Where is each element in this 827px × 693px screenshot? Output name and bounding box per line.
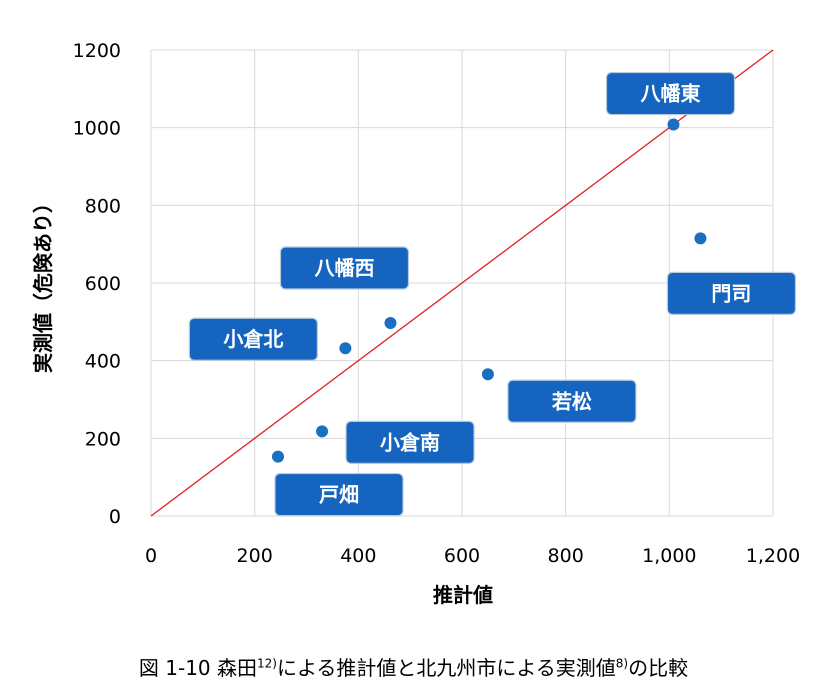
figure-caption: 図 1-10 森田12)による推計値と北九州市による実測値8)の比較 [0, 652, 827, 681]
data-point [339, 342, 352, 355]
y-axis-title: 実測値（危険あり） [31, 193, 55, 373]
point-label: 戸畑 [319, 483, 359, 507]
point-label-box [345, 420, 475, 464]
y-tick-label: 600 [85, 273, 121, 295]
caption-ref-1: 12) [257, 656, 277, 671]
x-tick-label: 0 [145, 545, 157, 567]
point-label-box [605, 71, 736, 116]
y-tick-label: 800 [85, 195, 121, 217]
data-point [316, 425, 329, 438]
y-tick-label: 400 [85, 351, 121, 373]
x-tick-label: 1,000 [642, 545, 696, 567]
x-axis-title: 推計値 [433, 583, 493, 607]
data-point [481, 368, 494, 381]
point-label-box [507, 379, 637, 423]
caption-suffix: の比較 [628, 656, 689, 680]
data-point [667, 118, 680, 131]
y-tick-labels: 0 200 400 600 800 1000 1200 [73, 40, 121, 528]
point-label: 若松 [551, 389, 592, 413]
point-label-box [279, 246, 410, 290]
y-tick-label: 0 [109, 506, 121, 528]
point-label: 門司 [711, 281, 751, 305]
x-tick-labels: 0 200 400 600 800 1,000 1,200 [145, 545, 800, 567]
point-label-box [188, 317, 318, 361]
data-point [694, 232, 707, 245]
caption-middle: による推計値と北九州市による実測値 [276, 656, 616, 680]
data-point [271, 450, 284, 463]
y-tick-label: 1000 [73, 118, 121, 140]
x-tick-label: 400 [340, 545, 376, 567]
x-tick-label: 1,200 [746, 545, 800, 567]
caption-prefix: 図 1-10 森田 [138, 656, 257, 680]
y-tick-label: 1200 [73, 40, 121, 62]
x-tick-label: 200 [237, 545, 273, 567]
y-tick-label: 200 [85, 428, 121, 450]
x-tick-label: 600 [444, 545, 480, 567]
point-label-box [666, 271, 797, 315]
x-tick-label: 800 [548, 545, 584, 567]
point-label-box [274, 472, 404, 517]
data-point [384, 316, 397, 329]
caption-ref-2: 8) [615, 656, 629, 671]
point-label: 小倉南 [380, 430, 440, 454]
point-label: 八幡西 [314, 256, 374, 280]
point-label: 小倉北 [223, 327, 283, 351]
point-label: 八幡東 [640, 82, 700, 106]
